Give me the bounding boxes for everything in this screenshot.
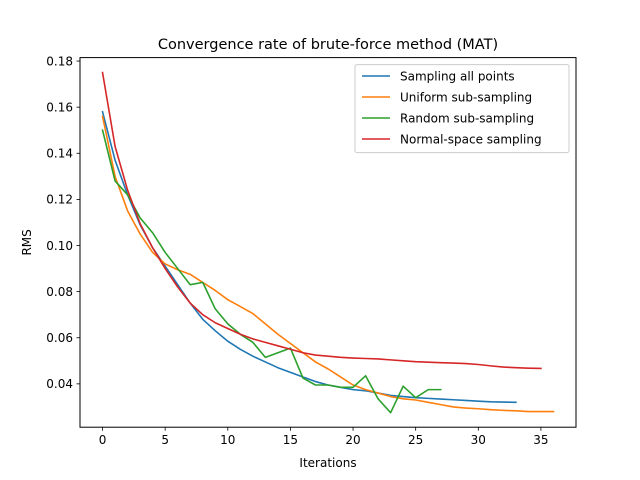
y-tick-label: 0.16 — [46, 100, 73, 114]
x-tick-label: 20 — [345, 433, 360, 447]
y-axis-label: RMS — [20, 229, 34, 255]
legend-label-random-sub-sampling: Random sub-sampling — [400, 111, 534, 125]
plot-lines — [101, 71, 555, 414]
x-tick-label: 25 — [408, 433, 423, 447]
x-tick-label: 35 — [533, 433, 548, 447]
plot-frame — [79, 57, 577, 428]
legend-label-sampling-all-points: Sampling all points — [400, 69, 515, 83]
x-axis-label: Iterations — [299, 456, 356, 470]
series-line-normal-space-sampling — [101, 71, 542, 370]
x-tick-label: 15 — [283, 433, 298, 447]
x-tick-label: 0 — [99, 433, 107, 447]
y-tick-label: 0.18 — [46, 54, 73, 68]
x-tick-label: 10 — [220, 433, 235, 447]
x-tick-label: 30 — [471, 433, 486, 447]
x-axis-ticks: 0 5 10 15 20 25 30 35 — [99, 427, 549, 447]
legend-box — [354, 64, 570, 154]
y-tick-label: 0.06 — [46, 331, 73, 345]
chart-title: Convergence rate of brute-force method (… — [158, 37, 498, 53]
legend: Sampling all points Uniform sub-sampling R… — [354, 64, 570, 154]
y-tick-label: 0.14 — [46, 147, 73, 161]
y-tick-label: 0.12 — [46, 193, 73, 207]
legend-label-normal-space-sampling: Normal-space sampling — [400, 132, 542, 146]
y-tick-label: 0.04 — [46, 377, 73, 391]
series-line-sampling-all-points — [101, 110, 517, 404]
x-tick-label: 5 — [161, 433, 169, 447]
y-tick-label: 0.10 — [46, 239, 73, 253]
y-tick-label: 0.08 — [46, 285, 73, 299]
legend-items: Sampling all points Uniform sub-sampling R… — [362, 69, 542, 146]
legend-label-uniform-sub-sampling: Uniform sub-sampling — [400, 90, 532, 104]
series-line-random-sub-sampling — [101, 129, 442, 414]
y-axis-ticks: 0.04 0.06 0.08 0.10 0.12 0.14 0.16 0.18 — [46, 54, 80, 391]
